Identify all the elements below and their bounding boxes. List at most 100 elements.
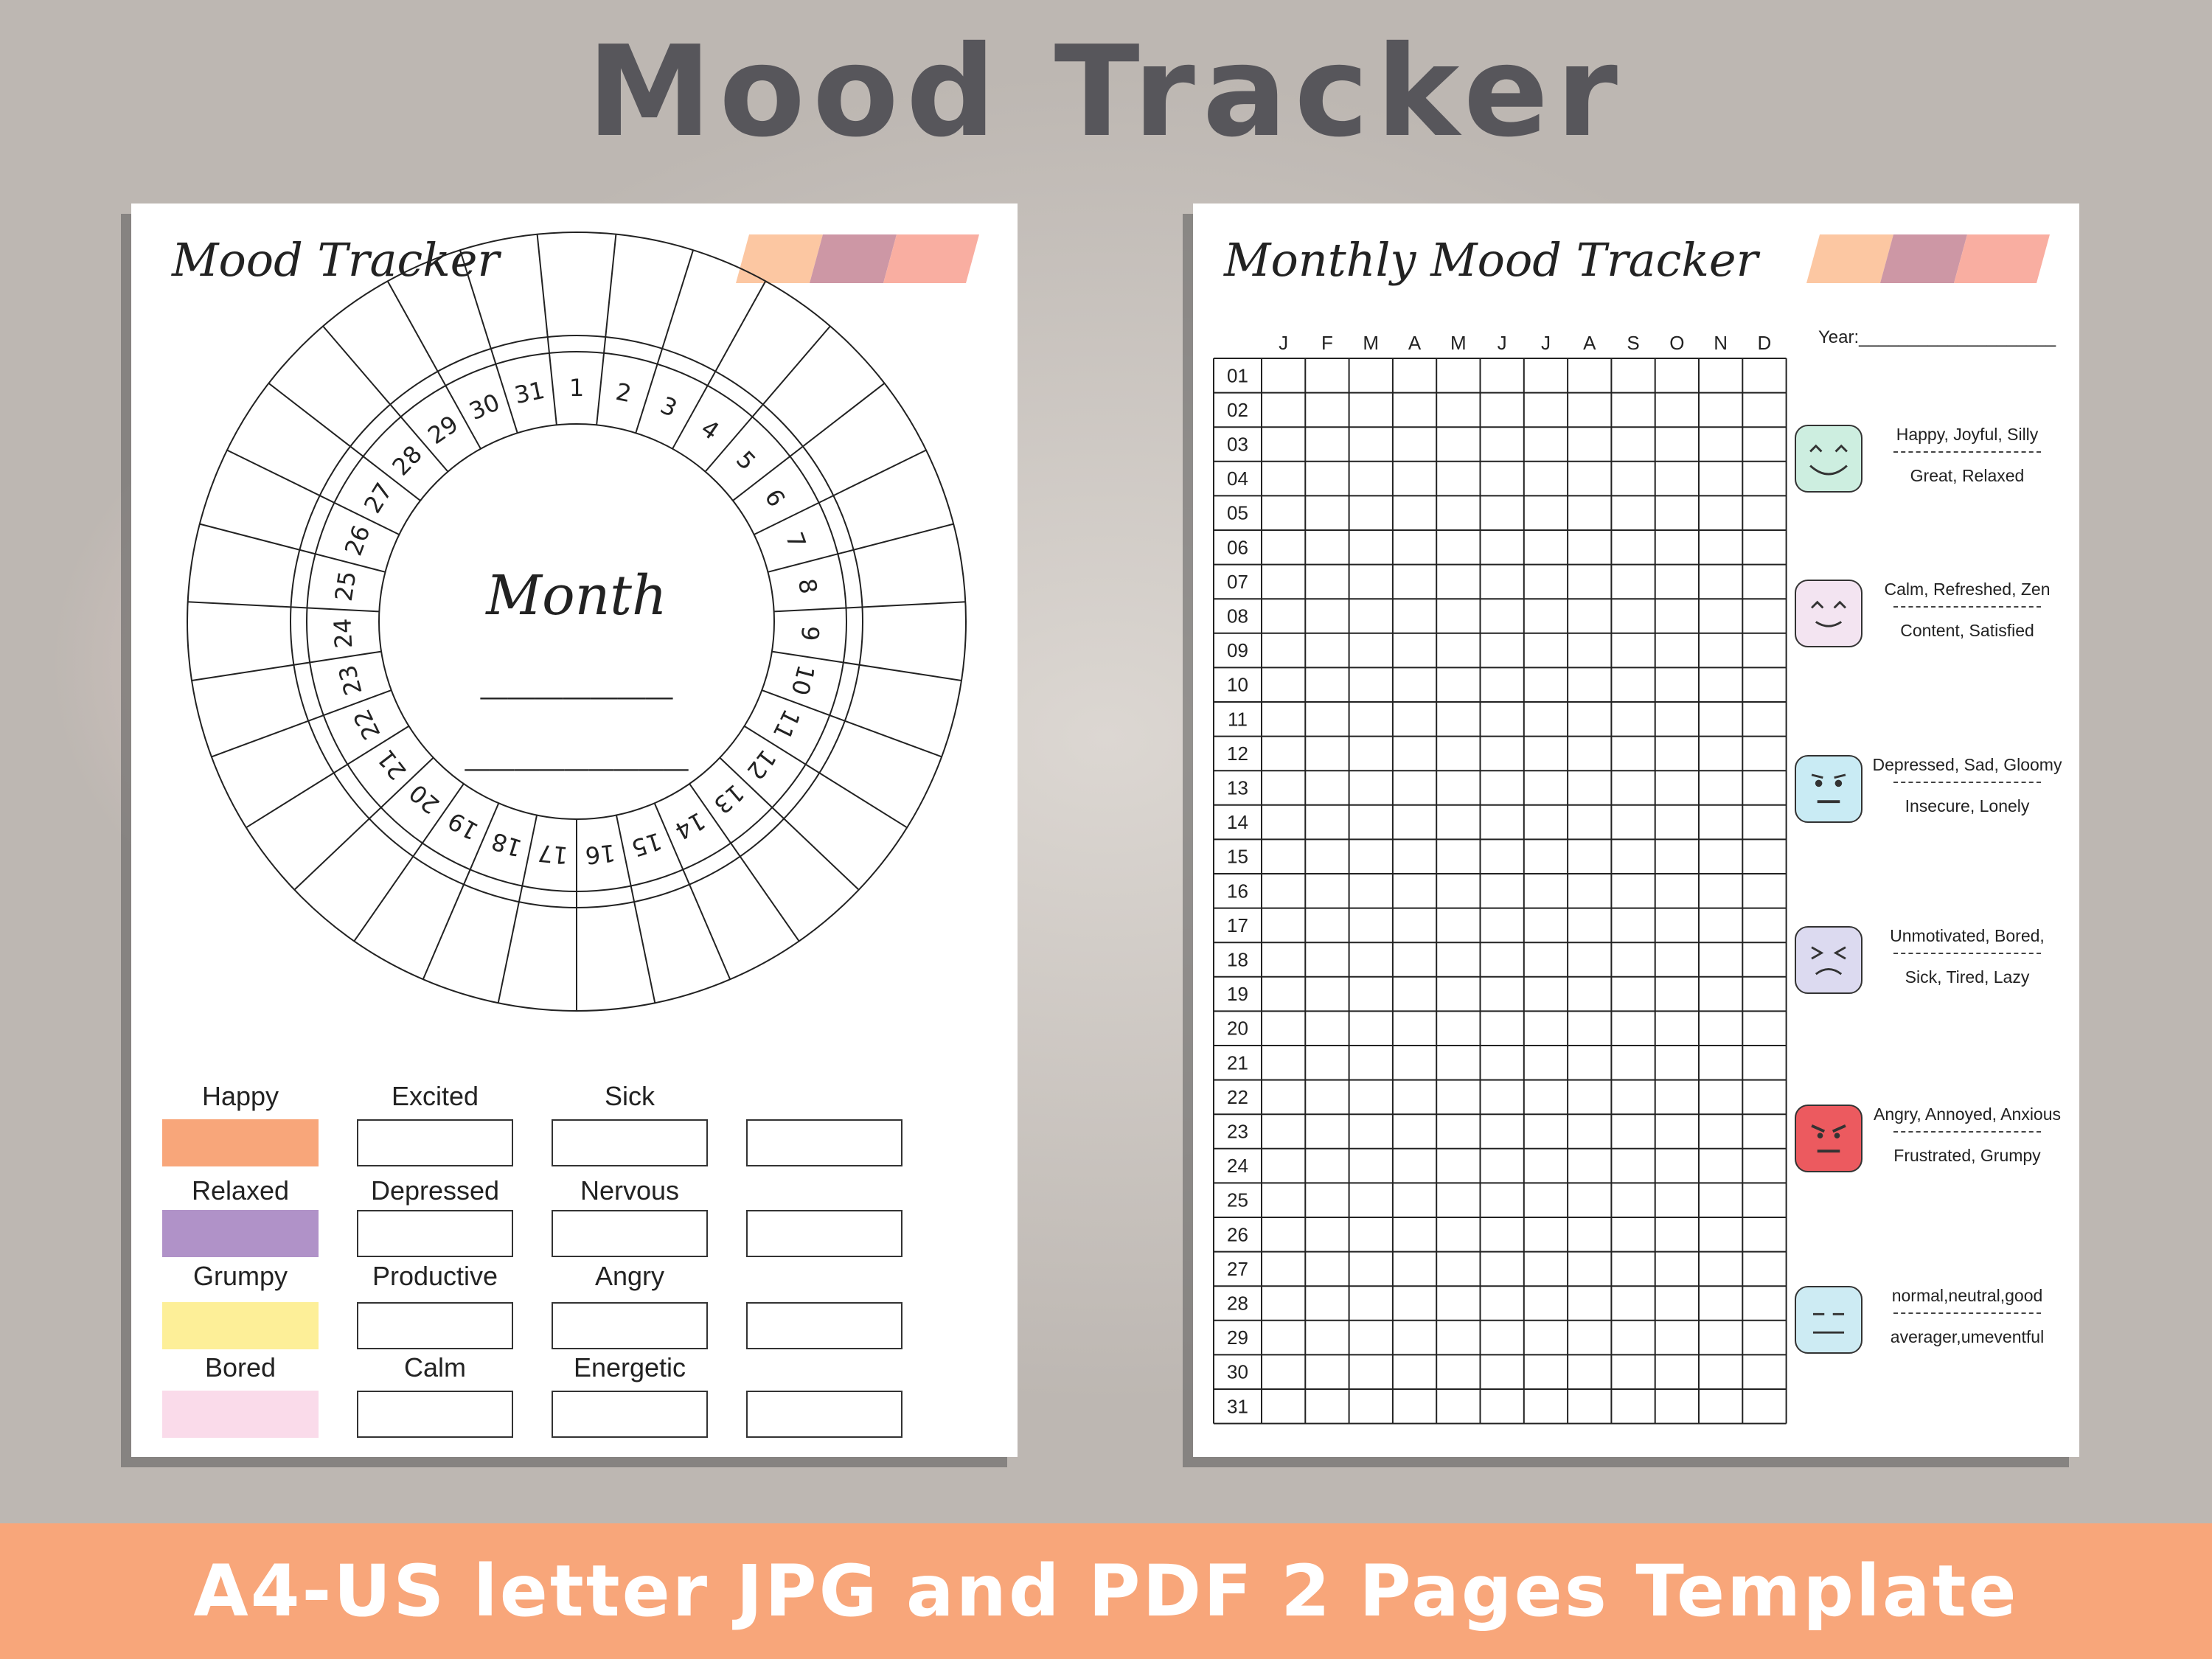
day-number: 21 xyxy=(372,744,412,785)
month-header: S xyxy=(1627,332,1639,354)
month-header: J xyxy=(1498,332,1507,354)
day-row-label: 31 xyxy=(1227,1395,1248,1417)
day-number: 30 xyxy=(465,388,504,425)
stripe-salmon xyxy=(883,234,979,283)
day-number: 16 xyxy=(584,838,616,869)
stripe-salmon xyxy=(1954,234,2050,283)
day-number: 25 xyxy=(330,569,362,603)
day-row-label: 07 xyxy=(1227,571,1248,593)
day-row-label: 16 xyxy=(1227,880,1248,902)
month-header: N xyxy=(1714,332,1728,354)
banner-text: A4-US letter JPG and PDF 2 Pages Templat… xyxy=(193,1550,2019,1632)
day-row-label: 05 xyxy=(1227,502,1248,524)
mood-color-box xyxy=(357,1210,513,1257)
day-number: 27 xyxy=(358,478,398,518)
day-row-label: 30 xyxy=(1227,1361,1248,1383)
mood-color-box xyxy=(746,1119,902,1166)
legend-separator xyxy=(1893,1312,2041,1314)
wheel-divider xyxy=(754,449,927,535)
wheel-divider xyxy=(719,757,860,891)
day-row-label: 23 xyxy=(1227,1121,1248,1143)
day-number: 29 xyxy=(422,410,463,450)
day-row-label: 28 xyxy=(1227,1293,1248,1315)
wheel-divider xyxy=(596,234,617,425)
stripe-mauve xyxy=(1880,234,1967,283)
day-number: 10 xyxy=(785,662,820,698)
mood-color-box xyxy=(357,1119,513,1166)
day-row-label: 18 xyxy=(1227,949,1248,971)
wheel-divider xyxy=(773,601,966,613)
day-number: 4 xyxy=(696,414,724,445)
day-row-label: 08 xyxy=(1227,605,1248,627)
legend-line-2: Great, Relaxed xyxy=(1910,466,2025,485)
day-number: 31 xyxy=(512,376,547,409)
year-field: Year:____________________ xyxy=(1818,327,2056,347)
mood-color-box xyxy=(552,1210,708,1257)
mood-label: Energetic xyxy=(573,1352,686,1382)
month-header: O xyxy=(1669,332,1684,354)
day-row-label: 24 xyxy=(1227,1155,1248,1177)
month-label: Month xyxy=(484,564,667,627)
legend-line-1: normal,neutral,good xyxy=(1891,1286,2043,1305)
month-blank-1: _______ xyxy=(480,646,673,700)
day-number: 2 xyxy=(613,378,634,408)
day-row-label: 29 xyxy=(1227,1326,1248,1349)
mood-label: Productive xyxy=(372,1261,498,1291)
day-number: 13 xyxy=(709,779,750,819)
day-number: 19 xyxy=(443,807,483,846)
wheel-divider xyxy=(322,325,449,473)
day-number: 18 xyxy=(488,827,525,862)
mood-label: Nervous xyxy=(580,1175,680,1206)
day-number: 23 xyxy=(333,662,368,698)
decorative-stripes xyxy=(736,234,979,283)
mood-color-box xyxy=(357,1391,513,1438)
wheel-divider xyxy=(211,689,392,758)
stripe-peach xyxy=(736,234,823,283)
month-header: A xyxy=(1583,332,1596,354)
wheel-divider xyxy=(771,650,962,681)
day-row-label: 02 xyxy=(1227,399,1248,421)
legend-separator xyxy=(1893,1131,2041,1133)
mood-label: Happy xyxy=(201,1081,279,1111)
day-row-label: 22 xyxy=(1227,1086,1248,1108)
day-number: 11 xyxy=(768,705,806,744)
month-blank-2: _________ xyxy=(465,723,689,771)
mood-label: Calm xyxy=(403,1352,466,1382)
legend-separator xyxy=(1893,451,2041,453)
wheel-divider xyxy=(635,249,695,434)
mood-color-box xyxy=(162,1391,319,1438)
day-number: 8 xyxy=(793,577,823,596)
stripe-mauve xyxy=(810,234,897,283)
legend-separator xyxy=(1893,782,2041,783)
day-row-label: 21 xyxy=(1227,1051,1248,1074)
day-row-label: 19 xyxy=(1227,983,1248,1005)
day-number: 6 xyxy=(759,484,791,512)
legend-line-2: Content, Satisfied xyxy=(1900,621,2034,640)
mood-color-box xyxy=(552,1391,708,1438)
day-row-label: 25 xyxy=(1227,1189,1248,1211)
decorative-stripes xyxy=(1806,234,2050,283)
bored-face-icon xyxy=(1795,926,1863,994)
wheel-divider xyxy=(536,234,557,425)
circular-mood-tracker-page: Mood Tracker 1 2 3 4 5 6 7 8 9 10 11 12 13 14 15 16 17 18… xyxy=(131,204,1018,1457)
legend-line-1: Depressed, Sad, Gloomy xyxy=(1872,755,2062,774)
day-number: 26 xyxy=(339,521,376,559)
day-row-label: 11 xyxy=(1228,708,1248,730)
day-row-label: 13 xyxy=(1227,777,1248,799)
wheel-divider xyxy=(704,325,831,473)
mood-color-box xyxy=(746,1302,902,1349)
month-header: M xyxy=(1450,332,1467,354)
wheel-divider xyxy=(615,815,656,1004)
day-number: 15 xyxy=(628,827,665,862)
wheel-divider xyxy=(226,449,400,535)
stripe-peach xyxy=(1806,234,1893,283)
happy-face-icon xyxy=(1795,425,1863,493)
day-row-label: 20 xyxy=(1227,1018,1248,1040)
month-header: J xyxy=(1279,332,1288,354)
wheel-divider xyxy=(732,383,886,501)
day-number: 9 xyxy=(796,625,824,641)
day-number: 1 xyxy=(569,374,584,402)
day-number: 12 xyxy=(741,744,782,785)
calm-face-icon xyxy=(1795,580,1863,647)
legend-line-2: Insecure, Lonely xyxy=(1905,796,2030,815)
